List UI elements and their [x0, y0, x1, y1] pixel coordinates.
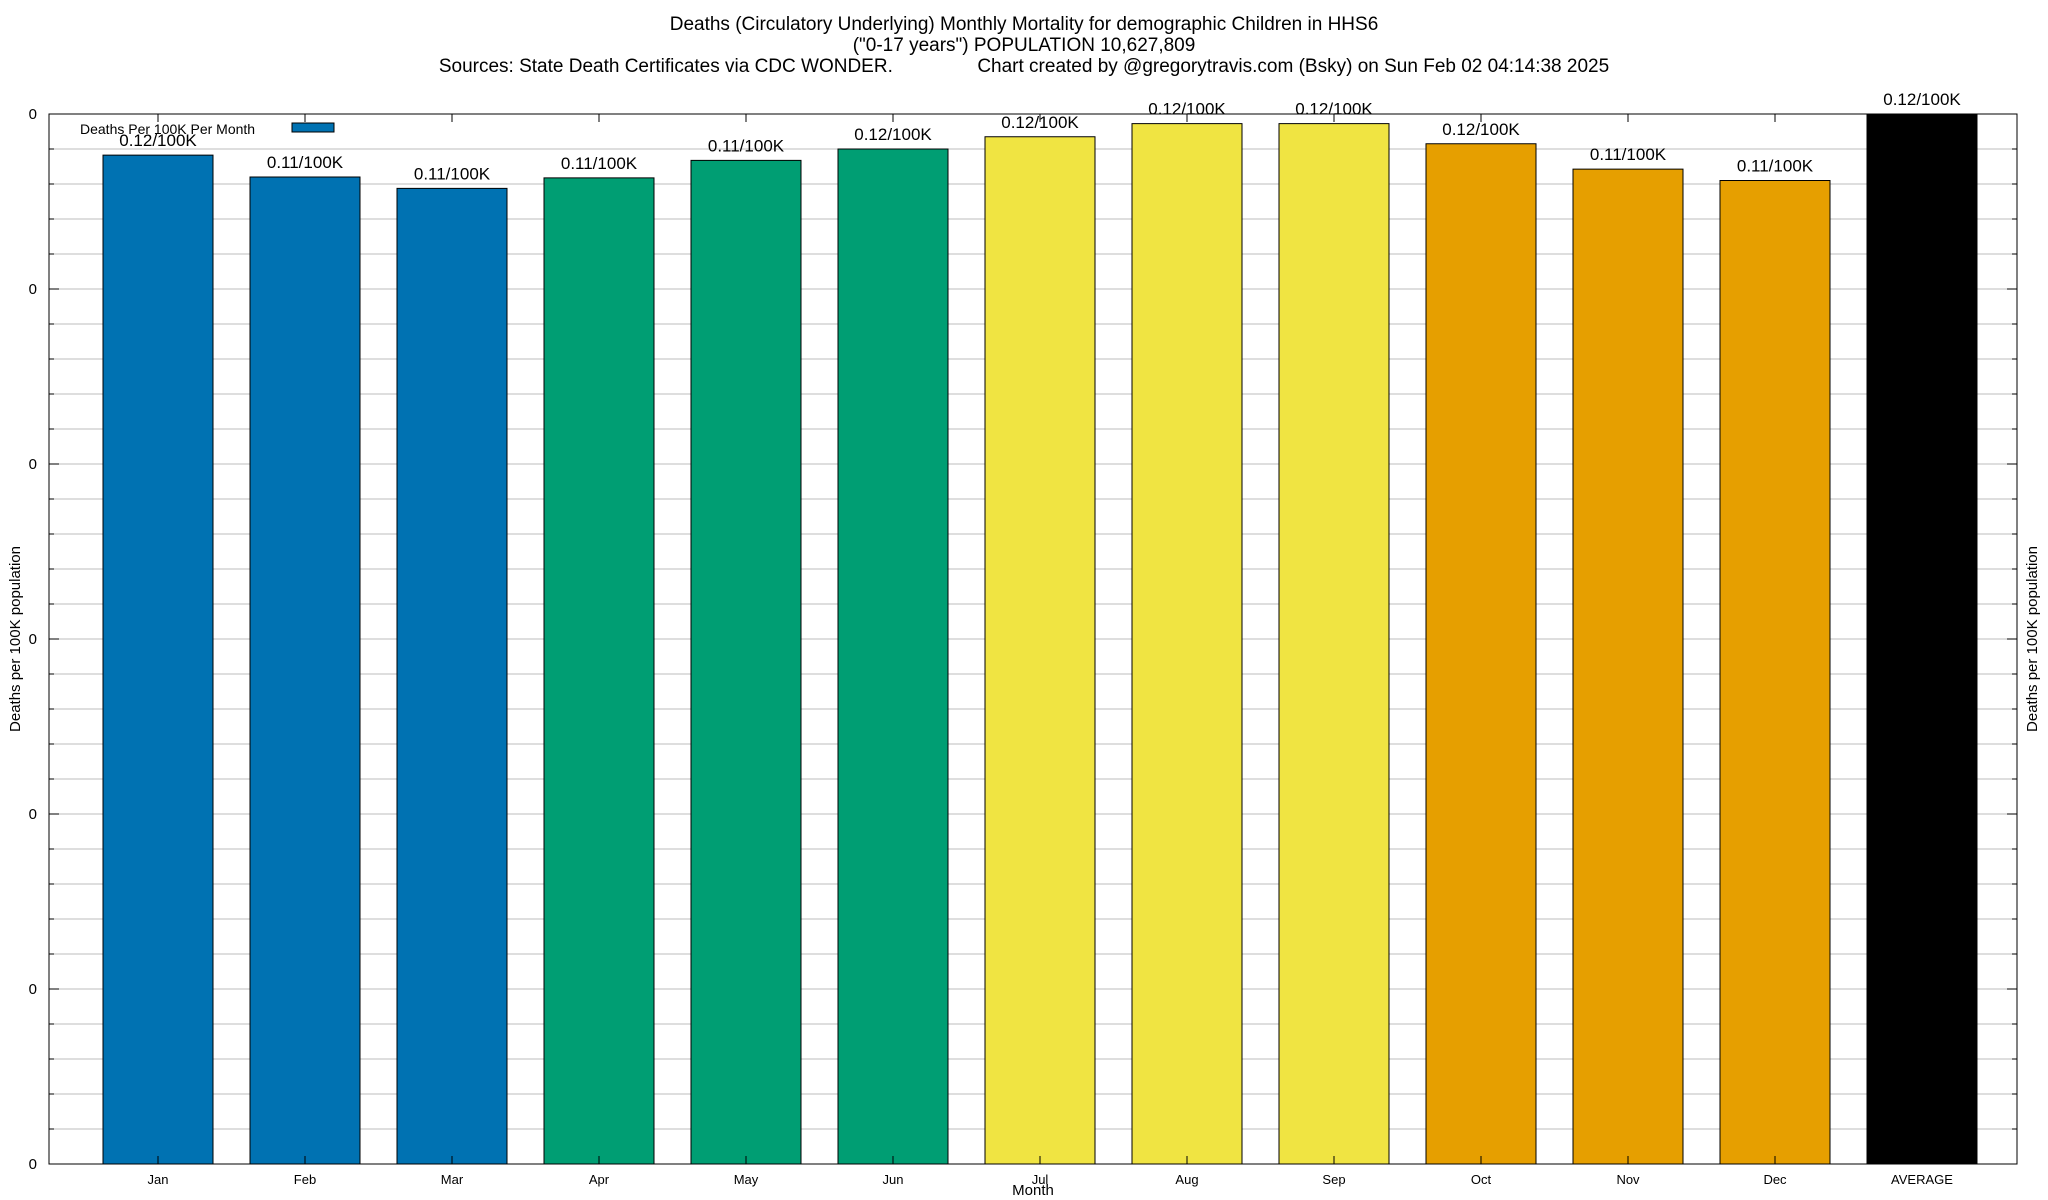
y-tick-label: 0	[29, 106, 37, 123]
data-label-jan: 0.12/100K	[119, 131, 197, 150]
data-label-feb: 0.11/100K	[267, 153, 344, 172]
bar-mar	[396, 187, 508, 1165]
data-label-jun: 0.12/100K	[854, 125, 932, 144]
bar-may	[690, 159, 802, 1165]
bar-jul	[984, 136, 1096, 1165]
y-tick-label: 0	[29, 1156, 37, 1173]
y2-axis-label: Deaths per 100K population	[2024, 546, 2041, 732]
bar-jun	[837, 148, 949, 1165]
x-tick-label: Mar	[441, 1172, 464, 1187]
x-tick-label: Jul	[1032, 1172, 1049, 1187]
bar-apr	[543, 177, 655, 1165]
data-label-dec: 0.11/100K	[1737, 157, 1814, 176]
bar-sep	[1278, 123, 1390, 1165]
chart-title-line-3: Sources: State Death Certificates via CD…	[438, 56, 1610, 77]
bar-average	[1866, 113, 1978, 1165]
y-axis-label: Deaths per 100K population	[7, 546, 24, 732]
x-tick-label: Jan	[148, 1172, 169, 1187]
x-tick-label: AVERAGE	[1891, 1172, 1953, 1187]
bar-oct	[1425, 143, 1537, 1165]
x-tick-label: Jun	[883, 1172, 904, 1187]
bar-feb	[249, 176, 361, 1165]
data-label-oct: 0.12/100K	[1442, 120, 1520, 139]
y-tick-label: 0	[29, 981, 37, 998]
x-tick-label: Dec	[1763, 1172, 1787, 1187]
y-tick-label: 0	[29, 456, 37, 473]
data-label-may: 0.11/100K	[708, 136, 785, 155]
bar-jan	[102, 154, 214, 1165]
x-tick-label: Aug	[1175, 1172, 1198, 1187]
data-label-apr: 0.11/100K	[561, 154, 638, 173]
x-tick-label: Feb	[294, 1172, 316, 1187]
legend-swatch	[291, 122, 335, 133]
x-tick-label: Sep	[1322, 1172, 1345, 1187]
bar-aug	[1131, 123, 1243, 1165]
chart-title-line-1: Deaths (Circulatory Underlying) Monthly …	[669, 14, 1379, 35]
x-tick-label: Oct	[1471, 1172, 1492, 1187]
x-axis-label: Month	[1012, 1182, 1054, 1199]
x-tick-label: Nov	[1616, 1172, 1640, 1187]
data-label-average: 0.12/100K	[1883, 90, 1961, 109]
data-label-mar: 0.11/100K	[414, 164, 491, 183]
legend-label: Deaths Per 100K Per Month	[80, 121, 255, 137]
data-label-jul: 0.12/100K	[1001, 113, 1079, 132]
y-tick-label: 0	[29, 281, 37, 298]
legend: Deaths Per 100K Per Month	[80, 121, 335, 137]
data-label-nov: 0.11/100K	[1590, 145, 1667, 164]
y-tick-label: 0	[29, 806, 37, 823]
chart-title-line-2: ("0-17 years") POPULATION 10,627,809	[852, 35, 1196, 56]
bar-dec	[1719, 180, 1831, 1165]
x-tick-label: May	[734, 1172, 759, 1187]
x-tick-label: Apr	[589, 1172, 610, 1187]
y-tick-label: 0	[29, 631, 37, 648]
bar-nov	[1572, 168, 1684, 1165]
